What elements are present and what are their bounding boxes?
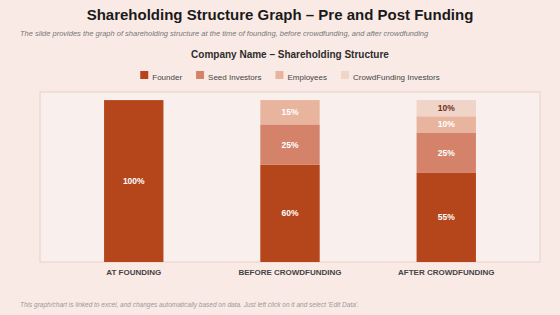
bar-segment (104, 100, 163, 101)
bar-segment (417, 132, 476, 172)
chart-title: Company Name – Shareholding Structure (191, 49, 389, 60)
data-label: 25% (438, 148, 455, 158)
data-label: 15% (281, 107, 298, 117)
legend-swatch (275, 71, 283, 79)
legend-swatch (341, 71, 349, 79)
legend-label: Employees (287, 73, 327, 82)
bar-segment (104, 100, 163, 262)
bars (104, 100, 476, 262)
bar-segment (260, 100, 319, 124)
x-tick-label: AT FOUNDING (106, 268, 161, 277)
legend-item: CrowdFunding Investors (341, 71, 440, 82)
plot-area (40, 92, 540, 262)
legend-label: CrowdFunding Investors (353, 73, 440, 82)
bar-segment (104, 100, 163, 101)
legend-item: Seed Investors (196, 71, 261, 82)
bar-segment (417, 100, 476, 116)
footnote: This graph/chart is linked to excel, and… (20, 301, 359, 309)
bar-segment (260, 165, 319, 262)
data-label: 100% (123, 176, 145, 186)
legend-swatch (140, 71, 148, 79)
data-label: 55% (438, 212, 455, 222)
title: Shareholding Structure Graph – Pre and P… (87, 6, 474, 23)
data-label: 10% (438, 119, 455, 129)
subtitle: The slide provides the graph of sharehol… (20, 29, 429, 38)
background (0, 0, 560, 315)
bar-segment (417, 116, 476, 132)
data-label: 60% (281, 208, 298, 218)
data-label: 10% (438, 103, 455, 113)
bar-segment (104, 100, 163, 101)
legend-item: Founder (140, 71, 182, 82)
data-labels: 100% 60% 55% 25% 25% 15% 10% 10% (123, 103, 455, 222)
x-tick-label: AFTER CROWDFUNDING (398, 268, 494, 277)
legend-label: Founder (152, 73, 182, 82)
chart: Shareholding Structure Graph – Pre and P… (0, 0, 560, 315)
data-label: 25% (281, 140, 298, 150)
legend-item: Employees (275, 71, 327, 82)
legend-label: Seed Investors (208, 73, 261, 82)
bar-segment (260, 100, 319, 101)
x-tick-label: BEFORE CROWDFUNDING (238, 268, 341, 277)
bar-segment (260, 124, 319, 164)
bar-segment (417, 173, 476, 262)
legend-swatch (196, 71, 204, 79)
legend: Founder Seed Investors Employees CrowdFundi… (140, 71, 439, 82)
